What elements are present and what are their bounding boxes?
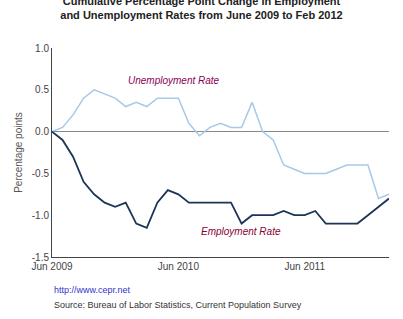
- svg-text:-0.5: -0.5: [32, 168, 50, 179]
- svg-text:Jun 2009: Jun 2009: [31, 261, 73, 272]
- svg-text:1.0: 1.0: [35, 43, 49, 54]
- svg-text:0.5: 0.5: [35, 84, 49, 95]
- svg-text:Percentage points: Percentage points: [13, 112, 24, 193]
- svg-text:0.0: 0.0: [35, 126, 49, 137]
- svg-text:Employment Rate: Employment Rate: [201, 226, 281, 237]
- svg-text:Cumulative Percentage Point Ch: Cumulative Percentage Point Change in Em…: [60, 0, 342, 21]
- svg-text:-1.0: -1.0: [32, 210, 50, 221]
- svg-text:-1.5: -1.5: [32, 252, 50, 263]
- svg-text:http://www.cepr.net: http://www.cepr.net: [54, 285, 131, 295]
- svg-text:Jun 2011: Jun 2011: [285, 261, 326, 272]
- svg-text:Source: Bureau of Labor Statis: Source: Bureau of Labor Statistics, Curr…: [54, 300, 302, 310]
- svg-text:Unemployment Rate: Unemployment Rate: [128, 75, 220, 86]
- svg-text:Jun 2010: Jun 2010: [158, 261, 200, 272]
